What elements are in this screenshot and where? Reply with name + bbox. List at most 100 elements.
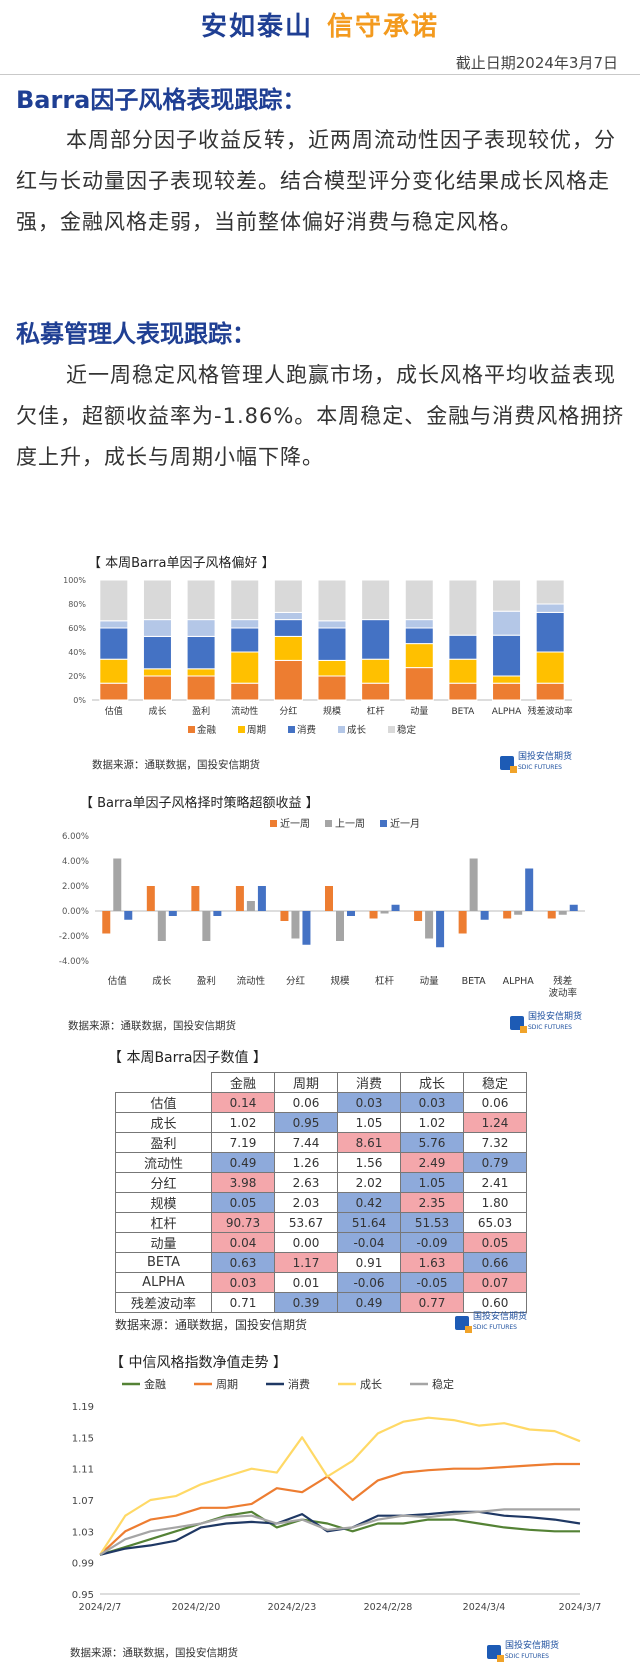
bar-segment-金融 — [448, 682, 478, 701]
bar-近一月 — [302, 911, 311, 945]
report-date: 截止日期2024年3月7日 — [455, 54, 618, 72]
bar-近一周 — [503, 911, 512, 919]
bar-segment-消费 — [142, 635, 172, 670]
table-row-label: 分红 — [115, 1172, 212, 1193]
source-note: 数据来源：通联数据，国投安信期货 — [70, 1647, 238, 1659]
table-cell: 2.02 — [337, 1172, 401, 1193]
x-tick-label: 2024/2/28 — [364, 1602, 413, 1613]
x-tick-label: BETA — [451, 707, 475, 717]
table-row: 杠杆 90.73 53.67 51.64 51.53 65.03 — [115, 1212, 527, 1233]
legend-swatch — [325, 820, 332, 827]
y-tick-label: 0% — [73, 696, 86, 705]
table-cell: 0.39 — [274, 1292, 338, 1313]
table-cell: 1.05 — [337, 1112, 401, 1133]
table-corner — [115, 1072, 212, 1093]
table-row-label: 盈利 — [115, 1132, 212, 1153]
table-row-label: 流动性 — [115, 1152, 212, 1173]
table-row: 成长 1.02 0.95 1.05 1.02 1.24 — [115, 1112, 527, 1133]
bar-近一周 — [458, 911, 467, 934]
bar-segment-消费 — [317, 627, 347, 661]
table-row-label: BETA — [115, 1252, 212, 1273]
source-note: 数据来源：通联数据，国投安信期货 — [92, 759, 260, 771]
logo-icon — [455, 1315, 472, 1333]
x-tick-label: 2024/3/4 — [463, 1602, 506, 1613]
bar-segment-金融 — [361, 682, 391, 701]
bar-segment-消费 — [492, 634, 522, 677]
bar-segment-成长 — [99, 620, 129, 629]
chart-nav-trend: 0.95 0.99 1.03 1.07 1.11 1.15 1.19 2024/2/7 2024… — [72, 1378, 602, 1613]
series-line-周期 — [99, 1462, 580, 1556]
legend-label: 近一月 — [390, 818, 420, 830]
bar-上一周 — [469, 858, 478, 911]
table-cell: 0.03 — [211, 1272, 275, 1293]
table-cell: 0.49 — [337, 1292, 401, 1313]
x-tick-label: 规模 — [330, 975, 350, 987]
logo-icon — [510, 1015, 527, 1033]
table-cell: 0.91 — [337, 1252, 401, 1273]
table-cell: 0.49 — [211, 1152, 275, 1173]
bar-segment-金融 — [230, 682, 260, 701]
table-cell: 51.53 — [400, 1212, 464, 1233]
bar-segment-成长 — [317, 620, 347, 629]
logo: 国投安信期货 SDIC FUTURES — [510, 1012, 582, 1033]
bar-segment-金融 — [492, 682, 522, 701]
bar-segment-周期 — [535, 651, 565, 684]
table-cell: 1.05 — [400, 1172, 464, 1193]
table-column-header: 金融 — [211, 1072, 275, 1093]
bar-segment-成长 — [142, 619, 172, 637]
table-cell: -0.05 — [400, 1272, 464, 1293]
table-row: 规模 0.05 2.03 0.42 2.35 1.80 — [115, 1192, 527, 1213]
y-tick-label: 60% — [68, 624, 86, 633]
table-cell: 2.41 — [463, 1172, 527, 1193]
bar-近一周 — [235, 886, 244, 911]
bar-近一周 — [102, 911, 111, 934]
bar-segment-消费 — [273, 619, 303, 637]
bar-近一周 — [414, 911, 423, 921]
table-cell: 1.24 — [463, 1112, 527, 1133]
y-tick-label: 0.99 — [72, 1559, 94, 1570]
bar-segment-稳定 — [404, 579, 434, 621]
table-cell: 0.00 — [274, 1232, 338, 1253]
bar-segment-稳定 — [142, 579, 172, 621]
bar-segment-周期 — [404, 643, 434, 669]
x-tick-label: 规模 — [323, 706, 341, 717]
bar-segment-周期 — [99, 658, 129, 684]
table-cell: 0.42 — [337, 1192, 401, 1213]
x-tick-label: BETA — [462, 976, 487, 987]
bar-segment-稳定 — [273, 579, 303, 613]
x-tick-label: ALPHA — [492, 707, 522, 717]
chart-style-preference: 0%20%40%60%80%100%估值 成长 盈利 流动性 分红 规模 杠杆 动量 BETA A… — [63, 576, 573, 736]
table-cell: 7.32 — [463, 1132, 527, 1153]
y-tick-label: -4.00% — [59, 957, 89, 967]
legend-label: 稳定 — [397, 724, 417, 736]
x-tick-label: 残差波动率 — [528, 705, 573, 717]
legend-swatch — [338, 726, 345, 733]
table-cell: -0.06 — [337, 1272, 401, 1293]
table-column-header: 成长 — [400, 1072, 464, 1093]
bar-segment-周期 — [492, 675, 522, 684]
bar-segment-周期 — [142, 668, 172, 677]
section-body-barra: 本周部分因子收益反转，近两周流动性因子表现较优，分红与长动量因子表现较差。结合模… — [16, 128, 616, 234]
legend-label: 上一周 — [335, 818, 365, 830]
bar-上一周 — [514, 911, 523, 915]
bar-segment-稳定 — [99, 579, 129, 622]
bar-segment-成长 — [273, 611, 303, 621]
table-cell: 0.95 — [274, 1112, 338, 1133]
bar-上一周 — [291, 911, 300, 939]
logo-icon — [487, 1644, 504, 1662]
bar-segment-周期 — [230, 651, 260, 684]
table-cell: 0.06 — [274, 1092, 338, 1113]
y-tick-label: 6.00% — [62, 832, 89, 842]
y-tick-label: 1.03 — [72, 1527, 94, 1538]
banner-right: 信守承诺 — [327, 12, 440, 42]
table-column-header: 周期 — [274, 1072, 338, 1093]
legend-label: 金融 — [144, 1378, 166, 1391]
table-cell: 5.76 — [400, 1132, 464, 1153]
table-row: 残差波动率 0.71 0.39 0.49 0.77 0.60 — [115, 1292, 527, 1313]
x-tick-label: 流动性 — [237, 975, 266, 987]
banner: 安如泰山 信守承诺 — [0, 6, 640, 43]
bar-segment-金融 — [535, 682, 565, 701]
legend-label: 成长 — [347, 724, 367, 736]
table-row-label: 规模 — [115, 1192, 212, 1213]
table-cell: 1.63 — [400, 1252, 464, 1273]
